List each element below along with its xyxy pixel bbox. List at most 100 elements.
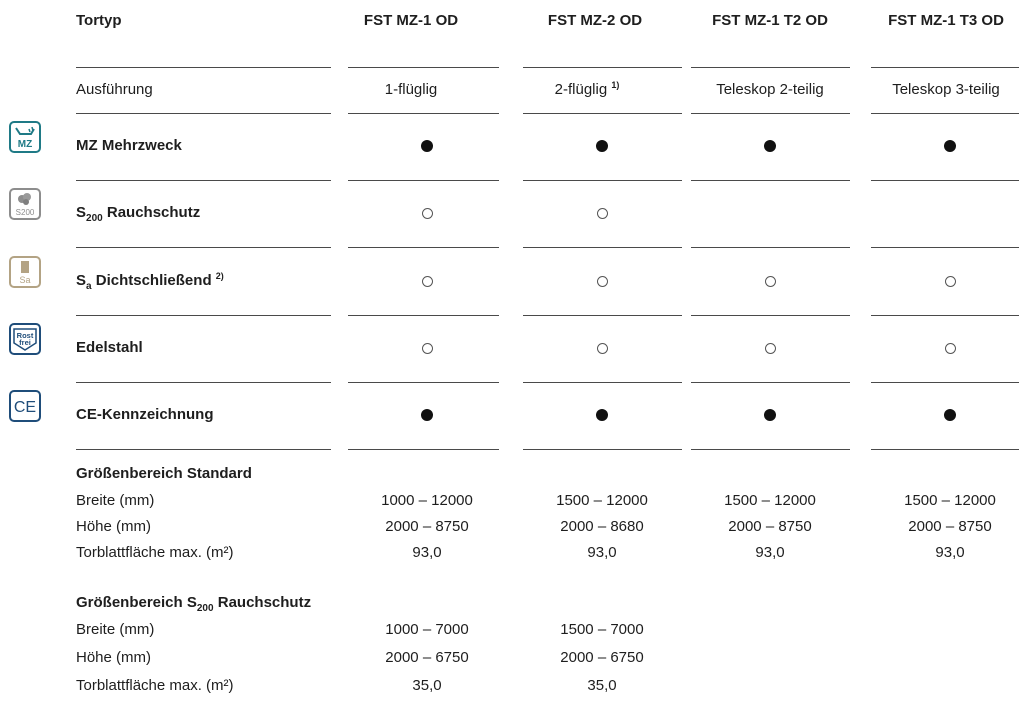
- empty-circle-icon: [944, 342, 956, 354]
- rauchschutz-row-label: Torblattfläche max. (m²): [76, 677, 234, 694]
- table-rule: [76, 67, 331, 68]
- standard-row-value: 1500 – 12000: [904, 492, 996, 509]
- table-rule: [76, 247, 331, 248]
- feature-label-dichtschliessend: Sa Dichtschließend 2): [76, 271, 224, 292]
- rauchschutz-row-value: 1000 – 7000: [385, 621, 469, 638]
- table-rule: [691, 315, 850, 316]
- standard-title: Größenbereich Standard: [76, 465, 252, 482]
- standard-row-label: Torblattfläche max. (m²): [76, 544, 234, 561]
- svg-text:S200: S200: [16, 208, 35, 217]
- ausfuehrung-value-2: 2-flüglig 1): [554, 80, 620, 99]
- filled-circle-icon: [764, 409, 776, 421]
- empty-circle-icon: [764, 342, 776, 354]
- table-rule: [871, 315, 1019, 316]
- table-rule: [348, 382, 499, 383]
- column-header-3: FST MZ-1 T2 OD: [712, 12, 828, 29]
- standard-row-value: 1500 – 12000: [556, 492, 648, 509]
- standard-row-value: 2000 – 8750: [908, 518, 992, 535]
- smoke-protection-icon: S200: [9, 188, 41, 220]
- table-rule: [871, 382, 1019, 383]
- standard-row-value: 93,0: [755, 544, 785, 561]
- rauchschutz-title: Größenbereich S200 Rauchschutz: [76, 594, 312, 614]
- feature-label-ce: CE-Kennzeichnung: [76, 406, 214, 423]
- filled-circle-icon: [596, 140, 608, 152]
- table-rule: [348, 180, 499, 181]
- table-rule: [76, 315, 331, 316]
- multipurpose-icon: MZ: [9, 121, 41, 153]
- standard-row-value: 2000 – 8750: [728, 518, 812, 535]
- table-rule: [691, 449, 850, 450]
- empty-circle-icon: [421, 275, 433, 287]
- rauchschutz-row-value: 35,0: [412, 677, 442, 694]
- ausfuehrung-value-3: Teleskop 2-teilig: [716, 81, 824, 98]
- empty-circle-icon: [596, 275, 608, 287]
- rauchschutz-row-label: Breite (mm): [76, 621, 155, 638]
- table-rule: [523, 449, 682, 450]
- empty-circle-icon: [596, 207, 608, 219]
- table-rule: [691, 382, 850, 383]
- filled-circle-icon: [421, 140, 433, 152]
- standard-row-label: Höhe (mm): [76, 518, 152, 535]
- table-rule: [523, 247, 682, 248]
- table-rule: [76, 382, 331, 383]
- tortyp-header: Tortyp: [76, 12, 122, 29]
- table-rule: [76, 180, 331, 181]
- svg-text:CE: CE: [14, 399, 36, 416]
- rauchschutz-row-label: Höhe (mm): [76, 649, 152, 666]
- feature-label-edelstahl: Edelstahl: [76, 339, 143, 356]
- table-rule: [691, 113, 850, 114]
- tight-closing-door-icon: Sa: [9, 256, 41, 288]
- svg-text:Rost: Rost: [17, 331, 34, 340]
- table-rule: [348, 113, 499, 114]
- table-rule: [523, 113, 682, 114]
- rauchschutz-row-value: 2000 – 6750: [560, 649, 644, 666]
- filled-circle-icon: [764, 140, 776, 152]
- feature-label-rauchschutz: S200 Rauchschutz: [76, 204, 201, 224]
- table-rule: [871, 247, 1019, 248]
- svg-text:MZ: MZ: [18, 139, 32, 150]
- column-header-1: FST MZ-1 OD: [363, 12, 459, 29]
- table-rule: [348, 449, 499, 450]
- filled-circle-icon: [421, 409, 433, 421]
- filled-circle-icon: [944, 140, 956, 152]
- standard-row-value: 2000 – 8680: [560, 518, 644, 535]
- table-rule: [871, 113, 1019, 114]
- table-rule: [348, 67, 499, 68]
- stainless-steel-icon: Rost frei: [9, 323, 41, 355]
- standard-row-value: 93,0: [935, 544, 965, 561]
- filled-circle-icon: [596, 409, 608, 421]
- rauchschutz-row-value: 1500 – 7000: [560, 621, 644, 638]
- ausfuehrung-label: Ausführung: [76, 81, 153, 98]
- ce-mark-icon: CE: [9, 390, 41, 422]
- table-rule: [76, 113, 331, 114]
- empty-circle-icon: [764, 275, 776, 287]
- feature-label-mehrzweck: MZ Mehrzweck: [76, 137, 182, 154]
- svg-text:frei: frei: [19, 338, 31, 347]
- empty-circle-icon: [596, 342, 608, 354]
- table-rule: [691, 67, 850, 68]
- svg-text:Sa: Sa: [19, 275, 30, 285]
- standard-row-value: 93,0: [412, 544, 442, 561]
- empty-circle-icon: [421, 342, 433, 354]
- empty-circle-icon: [944, 275, 956, 287]
- ausfuehrung-value-4: Teleskop 3-teilig: [892, 81, 1000, 98]
- filled-circle-icon: [944, 409, 956, 421]
- table-rule: [691, 180, 850, 181]
- table-rule: [348, 315, 499, 316]
- table-rule: [871, 67, 1019, 68]
- rauchschutz-row-value: 35,0: [587, 677, 617, 694]
- table-rule: [691, 247, 850, 248]
- table-rule: [523, 315, 682, 316]
- standard-row-value: 2000 – 8750: [385, 518, 469, 535]
- column-header-2: FST MZ-2 OD: [547, 12, 643, 29]
- ausfuehrung-value-1: 1-flüglig: [384, 81, 438, 98]
- standard-row-value: 1000 – 12000: [381, 492, 473, 509]
- empty-circle-icon: [421, 207, 433, 219]
- standard-row-value: 1500 – 12000: [724, 492, 816, 509]
- table-rule: [523, 67, 682, 68]
- table-rule: [523, 382, 682, 383]
- rauchschutz-row-value: 2000 – 6750: [385, 649, 469, 666]
- table-rule: [76, 449, 331, 450]
- standard-row-value: 93,0: [587, 544, 617, 561]
- standard-row-label: Breite (mm): [76, 492, 155, 509]
